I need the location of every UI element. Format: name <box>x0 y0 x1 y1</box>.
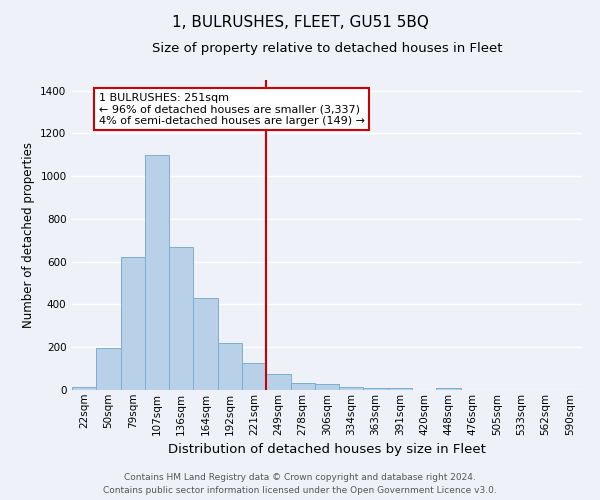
Text: 1 BULRUSHES: 251sqm
← 96% of detached houses are smaller (3,337)
4% of semi-deta: 1 BULRUSHES: 251sqm ← 96% of detached ho… <box>99 93 365 126</box>
Text: Contains HM Land Registry data © Crown copyright and database right 2024.
Contai: Contains HM Land Registry data © Crown c… <box>103 474 497 495</box>
Bar <box>242 364 266 390</box>
Bar <box>169 247 193 390</box>
Bar <box>315 384 339 390</box>
Y-axis label: Number of detached properties: Number of detached properties <box>22 142 35 328</box>
X-axis label: Distribution of detached houses by size in Fleet: Distribution of detached houses by size … <box>168 443 486 456</box>
Text: 1, BULRUSHES, FLEET, GU51 5BQ: 1, BULRUSHES, FLEET, GU51 5BQ <box>172 15 428 30</box>
Bar <box>436 388 461 390</box>
Bar <box>121 258 145 390</box>
Bar <box>290 382 315 390</box>
Bar <box>266 374 290 390</box>
Bar <box>364 388 388 390</box>
Bar <box>339 387 364 390</box>
Bar <box>193 298 218 390</box>
Title: Size of property relative to detached houses in Fleet: Size of property relative to detached ho… <box>152 42 502 55</box>
Bar <box>96 348 121 390</box>
Bar <box>72 387 96 390</box>
Bar <box>145 155 169 390</box>
Bar <box>388 388 412 390</box>
Bar <box>218 343 242 390</box>
